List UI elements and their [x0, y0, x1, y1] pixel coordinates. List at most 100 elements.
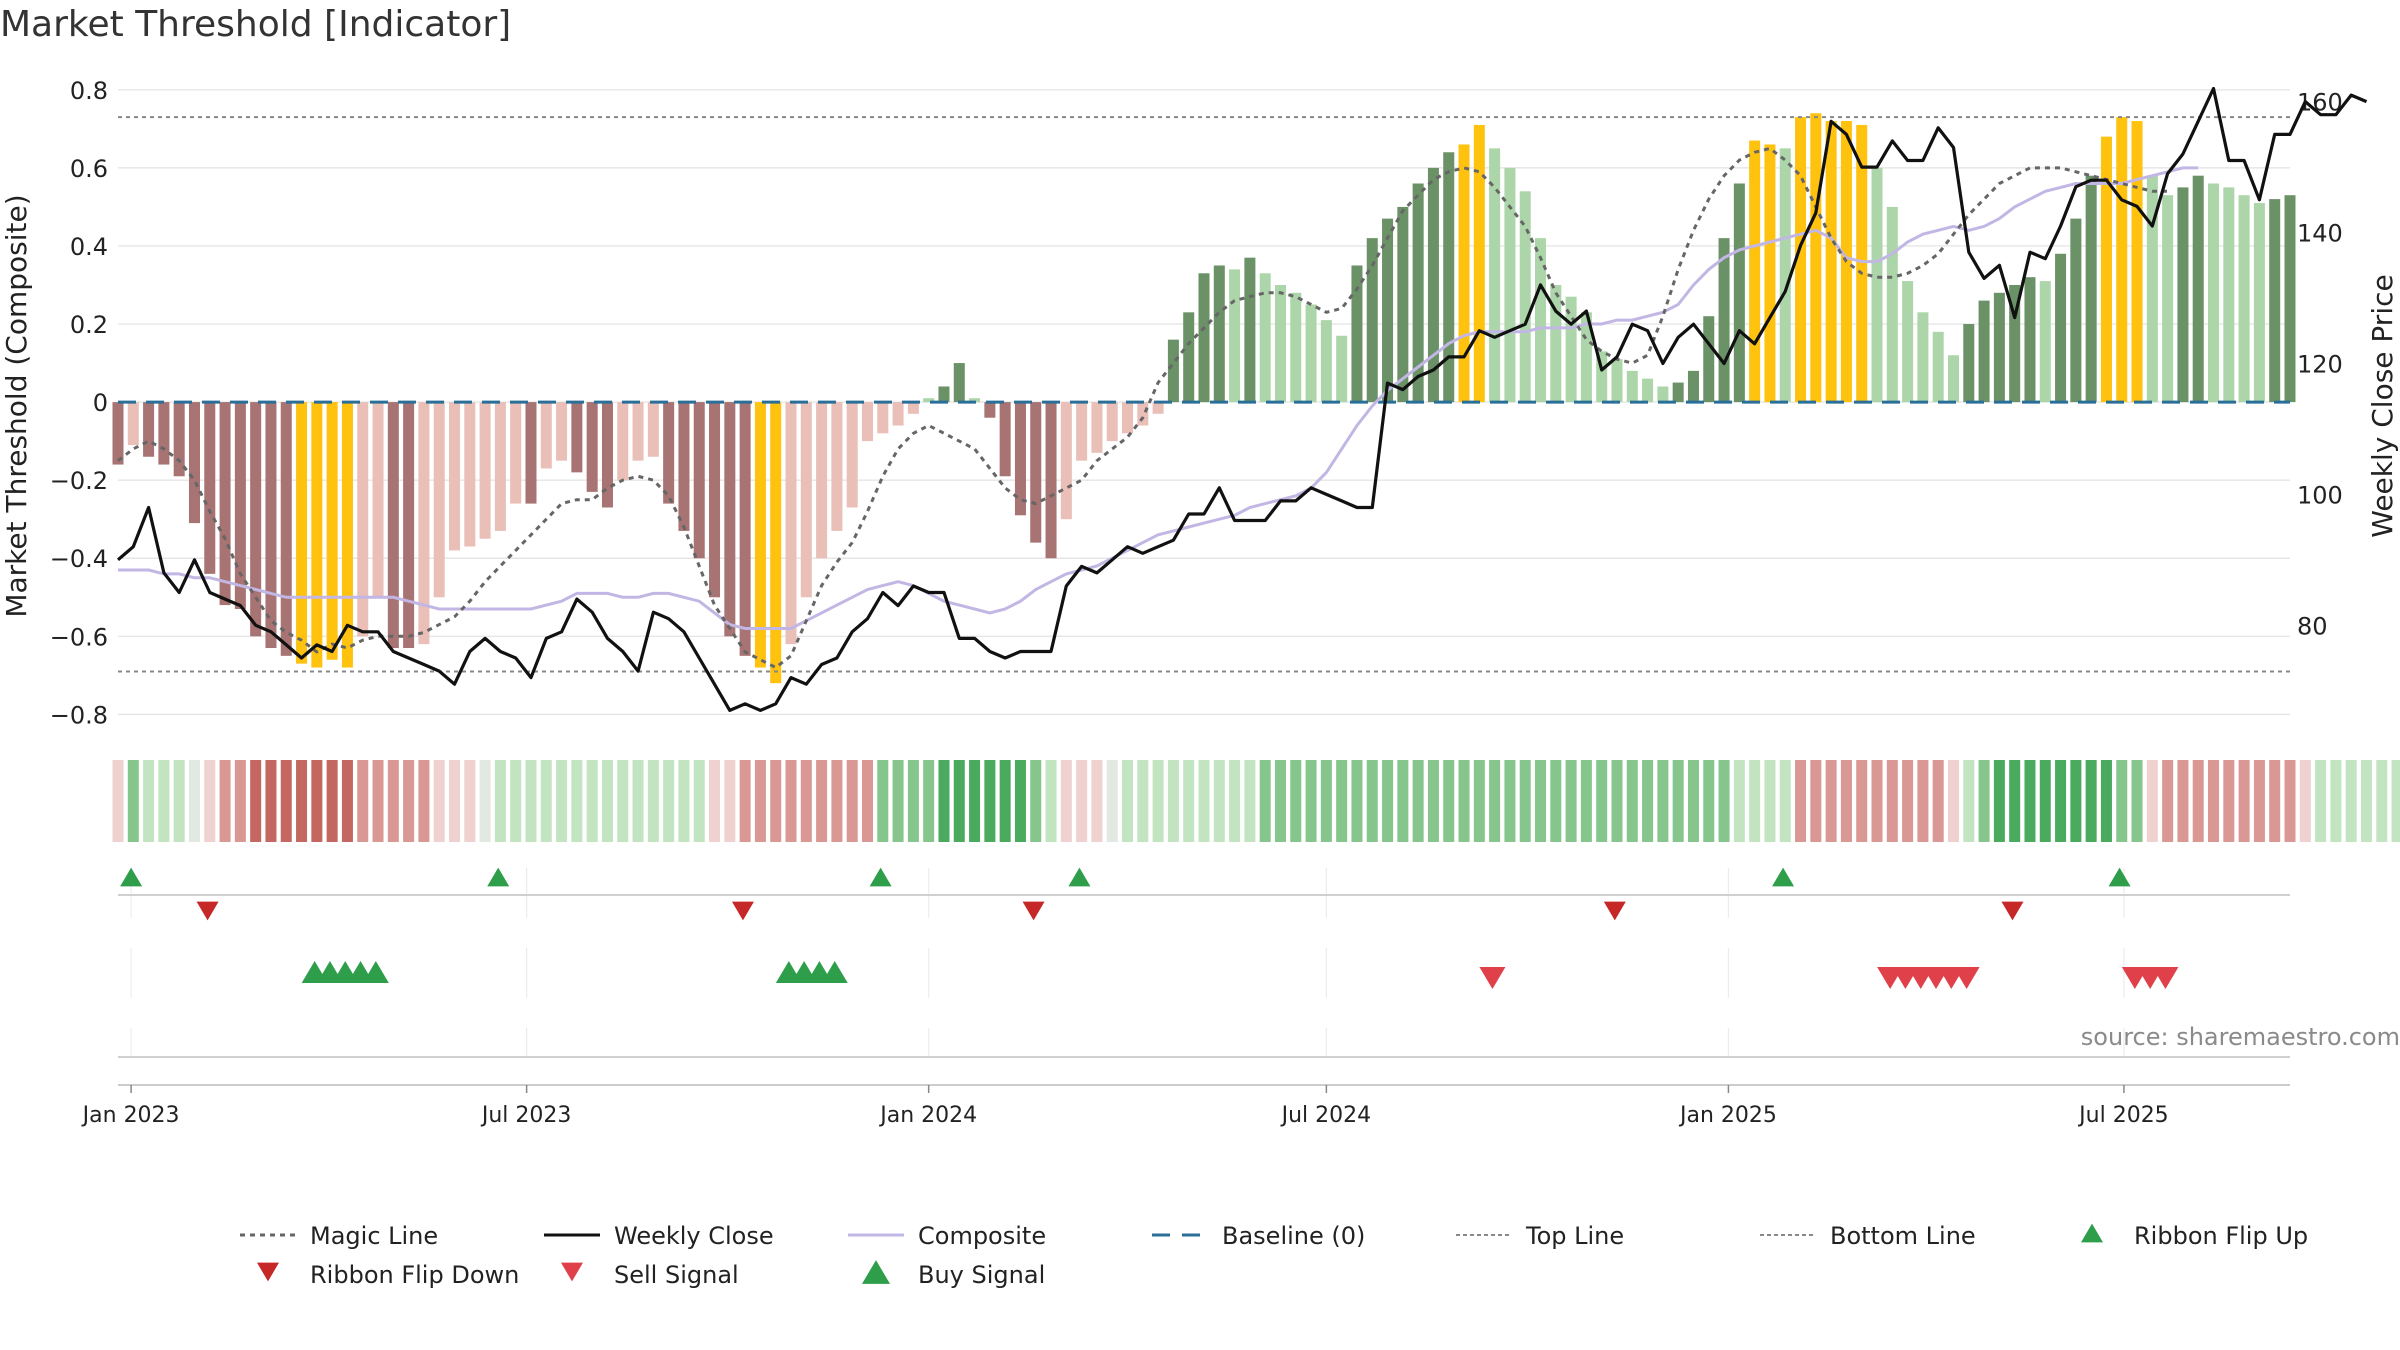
- composite-bar: [1259, 273, 1271, 403]
- ribbon-cell: [1856, 760, 1868, 842]
- composite-bar: [647, 402, 659, 457]
- composite-bar: [2055, 253, 2067, 403]
- ribbon-cell: [2039, 760, 2051, 842]
- ribbon-flip-down-marker: [1022, 901, 1045, 921]
- ribbon-cell: [1412, 760, 1424, 842]
- ribbon-flip-down-marker: [196, 901, 219, 921]
- ribbon-cell: [1886, 760, 1898, 842]
- ribbon-cell: [1626, 760, 1638, 842]
- composite-bar: [1871, 167, 1883, 403]
- ribbon-cell: [1611, 760, 1623, 842]
- ribbon-cell: [1703, 760, 1715, 842]
- ribbon-cell: [785, 760, 797, 842]
- composite-bar: [1060, 402, 1072, 520]
- composite-bar: [1657, 386, 1669, 403]
- y2-axis-label: Weekly Close Price: [2366, 274, 2399, 537]
- ribbon-cell: [556, 760, 568, 842]
- ribbon-cell: [647, 760, 659, 842]
- ribbon-cell: [2299, 760, 2311, 842]
- ribbon-flip-down-marker: [731, 901, 754, 921]
- ribbon-cell: [1030, 760, 1042, 842]
- legend-label: Baseline (0): [1222, 1222, 1365, 1250]
- composite-bar: [1886, 206, 1898, 403]
- composite-bar: [1596, 351, 1608, 403]
- ribbon-cell: [2116, 760, 2128, 842]
- ribbon-cell: [204, 760, 216, 842]
- composite-bar: [709, 402, 721, 598]
- composite-bar: [2269, 199, 2281, 403]
- ribbon-cell: [663, 760, 675, 842]
- composite-bar: [280, 402, 292, 656]
- composite-bar: [1152, 402, 1164, 414]
- ribbon-cell: [510, 760, 522, 842]
- ribbon-cell: [999, 760, 1011, 842]
- ribbon-cell: [143, 760, 155, 842]
- composite-bar: [204, 402, 216, 574]
- x-tick-label: Jan 2023: [81, 1103, 180, 1128]
- composite-bar: [571, 402, 583, 473]
- composite-bar: [1504, 167, 1516, 403]
- composite-bar: [556, 402, 568, 461]
- composite-bar: [785, 402, 797, 645]
- composite-bar: [1213, 265, 1225, 403]
- composite-bar: [1535, 238, 1547, 403]
- composite-bar: [1580, 312, 1592, 403]
- ribbon-cell: [1718, 760, 1730, 842]
- composite-bar: [846, 402, 858, 508]
- ribbon-cell: [341, 760, 353, 842]
- ribbon-cell: [1902, 760, 1914, 842]
- ribbon-flip-up-marker: [487, 867, 510, 887]
- ribbon-cell: [1993, 760, 2005, 842]
- composite-bar: [2192, 175, 2204, 403]
- ribbon-cell: [1198, 760, 1210, 842]
- ribbon-cell: [1550, 760, 1562, 842]
- x-tick-label: Jan 2025: [1678, 1103, 1777, 1128]
- ribbon-cell: [1657, 760, 1669, 842]
- ribbon-cell: [1320, 760, 1332, 842]
- legend-label: Composite: [918, 1222, 1046, 1250]
- composite-bar: [1932, 331, 1944, 403]
- ribbon-cell: [1366, 760, 1378, 842]
- composite-bar: [923, 398, 935, 403]
- ribbon-cell: [739, 760, 751, 842]
- composite-bar: [2116, 117, 2128, 403]
- ribbon-cell: [127, 760, 139, 842]
- ribbon-cell: [403, 760, 415, 842]
- ribbon-cell: [1229, 760, 1241, 842]
- ribbon-cell: [418, 760, 430, 842]
- ribbon-cell: [2284, 760, 2296, 842]
- composite-bar: [1045, 402, 1057, 559]
- composite-bar: [1810, 113, 1822, 403]
- composite-bar: [953, 363, 965, 403]
- ribbon-cell: [296, 760, 308, 842]
- composite-bar: [494, 402, 506, 531]
- weekly-close-line: [116, 86, 2368, 713]
- buy-signal-marker: [362, 960, 389, 984]
- ribbon-cell: [2192, 760, 2204, 842]
- ribbon-cell: [2360, 760, 2372, 842]
- ribbon-cell: [861, 760, 873, 842]
- ribbon-cell: [2253, 760, 2265, 842]
- chart-title: Market Threshold [Indicator]: [0, 4, 512, 45]
- composite-bar: [1229, 269, 1241, 403]
- composite-bar: [1764, 144, 1776, 403]
- ribbon-cell: [969, 760, 981, 842]
- composite-bar: [632, 402, 644, 461]
- ribbon-cell: [1687, 760, 1699, 842]
- composite-bar: [357, 402, 369, 637]
- composite-bar: [127, 402, 139, 446]
- composite-bar: [1183, 312, 1195, 403]
- ribbon-cell: [1565, 760, 1577, 842]
- composite-bar: [1993, 292, 2005, 403]
- ribbon-cell: [2146, 760, 2158, 842]
- ribbon-flip-down-marker: [1603, 901, 1626, 921]
- ribbon-cell: [2269, 760, 2281, 842]
- ribbon-cell: [1963, 760, 1975, 842]
- composite-bar: [418, 402, 430, 645]
- legend-marker: [561, 1262, 583, 1282]
- composite-bar: [693, 402, 705, 559]
- composite-bar: [1550, 284, 1562, 403]
- y-tick-label: −0.2: [50, 467, 108, 495]
- ribbon-cell: [188, 760, 200, 842]
- composite-bar: [1856, 124, 1868, 403]
